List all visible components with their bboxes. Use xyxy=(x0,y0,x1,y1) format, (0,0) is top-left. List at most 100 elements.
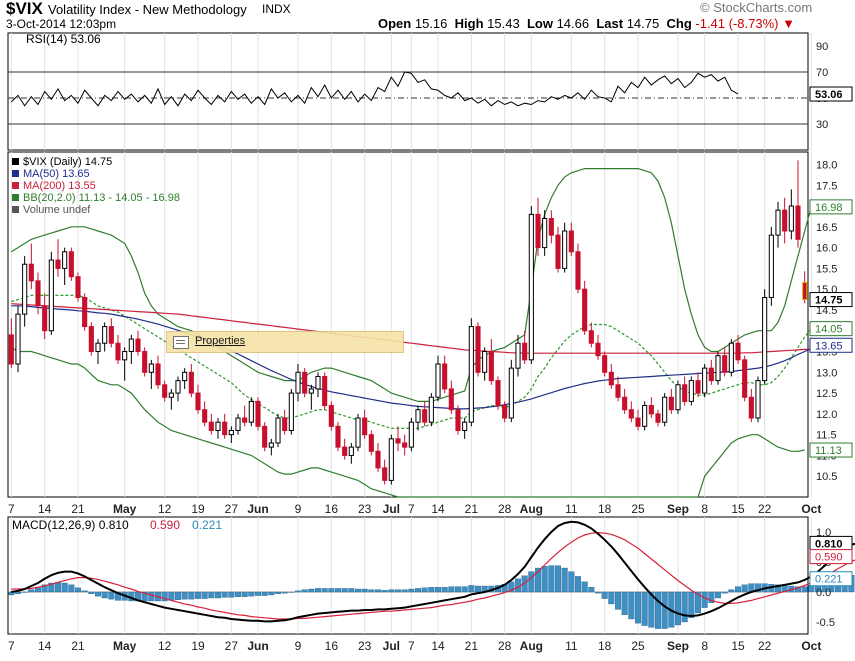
candle-body xyxy=(788,205,794,232)
candle-body xyxy=(75,276,81,298)
price-x-label: 18 xyxy=(598,502,612,516)
macd-histogram-bar xyxy=(395,589,401,593)
candle-body xyxy=(562,230,568,269)
macd-histogram-bar xyxy=(381,590,388,593)
macd-histogram-bar xyxy=(48,582,55,593)
macd-histogram-bar xyxy=(608,591,615,605)
macd-histogram-bar xyxy=(228,591,235,598)
macd-x-label: 12 xyxy=(158,639,172,653)
open-label: Open xyxy=(378,16,412,31)
price-x-label: 27 xyxy=(225,502,239,516)
macd-x-label: 11 xyxy=(565,639,578,653)
price-panel-frame xyxy=(7,151,809,498)
properties-popup[interactable]: Properties xyxy=(166,331,404,353)
candle-body xyxy=(482,351,488,373)
candle-body xyxy=(642,405,648,427)
macd-x-label: 18 xyxy=(598,639,612,653)
macd-histogram-bar xyxy=(348,588,355,593)
macd-histogram-bar xyxy=(408,588,415,593)
candle-body xyxy=(495,380,501,407)
candle-body xyxy=(722,355,728,373)
macd-histogram-bar xyxy=(241,591,248,597)
candle-body xyxy=(535,213,541,249)
price-tick-label: 17.5 xyxy=(816,180,837,192)
macd-x-label: 27 xyxy=(225,639,239,653)
candle-body xyxy=(202,409,208,423)
macd-histogram-bar xyxy=(421,587,428,593)
candle-body xyxy=(635,417,641,427)
price-x-label: May xyxy=(113,502,137,516)
price-tick-label: 13.0 xyxy=(816,367,837,379)
price-tick-label: 10.5 xyxy=(816,471,837,483)
candle-body xyxy=(115,342,121,361)
macd-histogram-bar xyxy=(568,571,575,593)
macd-histogram-bar xyxy=(361,588,368,593)
down-arrow-icon: ▼ xyxy=(782,16,795,31)
candle-body xyxy=(235,417,241,431)
macd-histogram-bar xyxy=(341,588,348,593)
candle-body xyxy=(248,400,254,423)
macd-histogram-bar xyxy=(808,585,815,593)
candle-body xyxy=(15,313,21,365)
macd-histogram-bar xyxy=(235,591,241,597)
macd-histogram-bar xyxy=(728,589,735,593)
price-legend-item: BB(20,2.0) 11.13 - 14.05 - 16.98 xyxy=(23,192,180,204)
macd-histogram-bar xyxy=(75,587,81,593)
macd-histogram-bar xyxy=(295,590,301,593)
macd-histogram-bar xyxy=(161,591,168,602)
symbol: $VIX xyxy=(6,0,43,18)
macd-histogram-bar xyxy=(215,591,221,599)
candle-body xyxy=(315,375,321,390)
macd-histogram-bar xyxy=(801,586,808,593)
macd-x-label: 14 xyxy=(38,639,52,653)
candle-body xyxy=(95,342,101,353)
candle-body xyxy=(762,296,768,382)
candle-body xyxy=(742,359,748,398)
ohlc-summary: Open 15.16 High 15.43 Low 14.66 Last 14.… xyxy=(378,16,795,31)
macd-x-label: 21 xyxy=(465,639,479,653)
candle-body xyxy=(662,396,668,423)
macd-legend-item: 0.590 xyxy=(150,518,180,532)
price-x-label: 21 xyxy=(465,502,479,516)
macd-histogram-bar xyxy=(595,591,601,594)
candle-body xyxy=(795,205,801,240)
price-legend-item: MA(200) 13.55 xyxy=(23,180,96,192)
last-label: Last xyxy=(596,16,624,31)
macd-histogram-bar xyxy=(675,591,681,626)
candle-body xyxy=(82,296,88,328)
candle-body xyxy=(275,417,281,444)
candle-body xyxy=(515,342,521,369)
candle-body xyxy=(208,421,214,431)
macd-histogram-bar xyxy=(735,586,741,593)
price-x-label: 16 xyxy=(325,502,339,516)
candle-body xyxy=(182,371,188,382)
price-x-label: 15 xyxy=(731,502,745,516)
candle-body xyxy=(702,367,708,394)
macd-x-label: 23 xyxy=(358,639,372,653)
macd-histogram-bar xyxy=(15,591,21,594)
properties-label[interactable]: Properties xyxy=(195,335,246,347)
macd-histogram-bar xyxy=(535,567,541,593)
candle-body xyxy=(335,425,341,448)
macd-histogram-bar xyxy=(268,591,275,596)
price-tick-label: 16.0 xyxy=(816,243,837,255)
macd-histogram-bar xyxy=(648,591,655,628)
candle-body xyxy=(362,417,368,436)
candle-body xyxy=(22,263,28,315)
macd-histogram-bar xyxy=(688,591,695,618)
candle-body xyxy=(708,367,714,382)
macd-histogram-bar xyxy=(541,566,548,593)
candle-body xyxy=(355,417,361,448)
macd-histogram-bar xyxy=(101,591,108,599)
macd-histogram-bar xyxy=(555,565,561,593)
price-x-label: 25 xyxy=(631,502,645,516)
price-x-label: Jul xyxy=(383,502,400,516)
candle-body xyxy=(548,218,554,236)
candle-body xyxy=(328,405,334,427)
macd-histogram-bar xyxy=(461,586,468,593)
macd-legend-item: MACD(12,26,9) 0.810 xyxy=(12,518,129,532)
macd-histogram-bar xyxy=(401,589,408,593)
price-x-label: 7 xyxy=(8,502,15,516)
candle-body xyxy=(388,438,394,481)
